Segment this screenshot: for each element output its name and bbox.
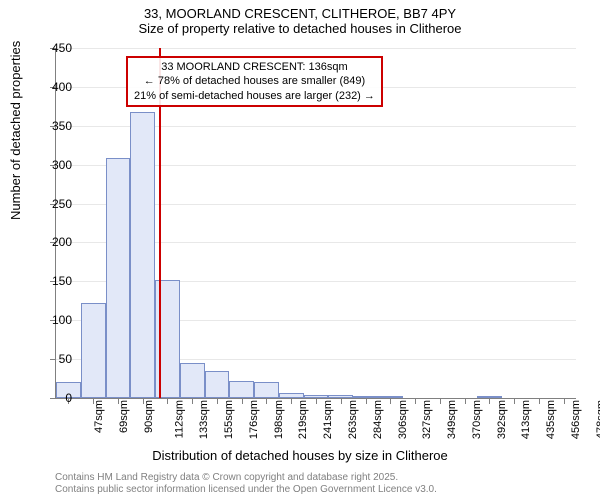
x-tick-label: 69sqm xyxy=(118,400,130,433)
property-annotation: 33 MOORLAND CRESCENT: 136sqm← 78% of det… xyxy=(126,56,383,107)
x-tick xyxy=(465,398,466,404)
histogram-bar xyxy=(81,303,106,398)
footer-line-1: Contains HM Land Registry data © Crown c… xyxy=(55,472,437,484)
y-axis-title: Number of detached properties xyxy=(8,41,23,220)
y-tick-label: 0 xyxy=(42,391,72,405)
x-tick-label: 284sqm xyxy=(372,400,384,439)
x-tick xyxy=(242,398,243,404)
footer-line-2: Contains public sector information licen… xyxy=(55,484,437,496)
x-tick xyxy=(93,398,94,404)
x-tick xyxy=(192,398,193,404)
x-tick-label: 456sqm xyxy=(570,400,582,439)
x-tick xyxy=(440,398,441,404)
x-tick-label: 435sqm xyxy=(545,400,557,439)
y-tick-label: 100 xyxy=(42,313,72,327)
histogram-bar xyxy=(229,381,254,398)
page-subtitle: Size of property relative to detached ho… xyxy=(0,21,600,40)
x-axis-title: Distribution of detached houses by size … xyxy=(0,448,600,463)
y-tick-label: 350 xyxy=(42,119,72,133)
y-tick-label: 250 xyxy=(42,197,72,211)
x-tick xyxy=(415,398,416,404)
x-tick-label: 478sqm xyxy=(595,400,600,439)
annotation-line: 33 MOORLAND CRESCENT: 136sqm xyxy=(134,60,375,74)
x-tick xyxy=(143,398,144,404)
x-tick xyxy=(167,398,168,404)
x-tick xyxy=(217,398,218,404)
y-tick-label: 150 xyxy=(42,274,72,288)
y-tick-label: 300 xyxy=(42,158,72,172)
histogram-bar xyxy=(106,158,131,398)
x-tick xyxy=(489,398,490,404)
x-tick xyxy=(266,398,267,404)
attribution-footer: Contains HM Land Registry data © Crown c… xyxy=(55,472,437,496)
x-tick-label: 155sqm xyxy=(223,400,235,439)
x-tick-label: 241sqm xyxy=(322,400,334,439)
x-tick-label: 133sqm xyxy=(199,400,211,439)
annotation-line: ← 78% of detached houses are smaller (84… xyxy=(134,74,375,88)
x-tick-label: 349sqm xyxy=(446,400,458,439)
x-tick xyxy=(539,398,540,404)
y-tick-label: 400 xyxy=(42,80,72,94)
y-tick-label: 50 xyxy=(42,352,72,366)
x-tick-label: 370sqm xyxy=(471,400,483,439)
x-tick-label: 413sqm xyxy=(520,400,532,439)
annotation-line: 21% of semi-detached houses are larger (… xyxy=(134,89,375,103)
histogram-bar xyxy=(254,382,279,398)
x-tick xyxy=(390,398,391,404)
histogram-bar xyxy=(205,371,230,398)
x-tick-label: 198sqm xyxy=(273,400,285,439)
x-tick xyxy=(316,398,317,404)
histogram-bar xyxy=(130,112,155,398)
x-tick xyxy=(366,398,367,404)
x-tick xyxy=(341,398,342,404)
gridline xyxy=(56,48,576,49)
x-tick-label: 327sqm xyxy=(421,400,433,439)
x-tick-label: 90sqm xyxy=(143,400,155,433)
x-tick-label: 176sqm xyxy=(248,400,260,439)
y-tick-label: 200 xyxy=(42,235,72,249)
x-tick-label: 112sqm xyxy=(173,400,185,438)
x-tick-label: 219sqm xyxy=(298,400,310,439)
x-tick-label: 47sqm xyxy=(93,400,105,433)
x-tick-label: 306sqm xyxy=(397,400,409,439)
x-tick xyxy=(118,398,119,404)
x-tick xyxy=(514,398,515,404)
x-tick-label: 392sqm xyxy=(496,400,508,439)
histogram-bar xyxy=(180,363,205,398)
x-tick-label: 263sqm xyxy=(347,400,359,439)
histogram-chart: 47sqm69sqm90sqm112sqm133sqm155sqm176sqm1… xyxy=(55,48,576,399)
x-tick xyxy=(564,398,565,404)
page-title: 33, MOORLAND CRESCENT, CLITHEROE, BB7 4P… xyxy=(0,0,600,21)
x-tick xyxy=(291,398,292,404)
y-tick-label: 450 xyxy=(42,41,72,55)
